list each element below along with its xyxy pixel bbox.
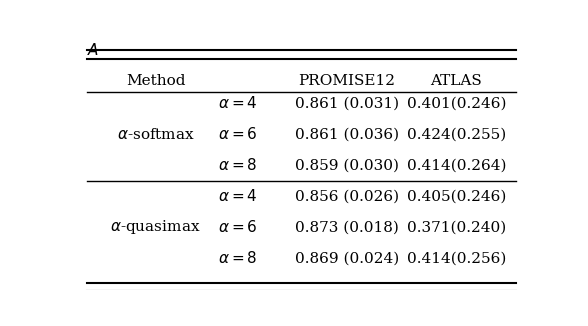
Text: PROMISE12: PROMISE12 <box>299 74 395 88</box>
Text: $\alpha = 4$: $\alpha = 4$ <box>218 95 258 111</box>
Text: $\mathit{A}$: $\mathit{A}$ <box>87 42 99 58</box>
Text: $\alpha$-quasimax: $\alpha$-quasimax <box>110 218 201 236</box>
Text: 0.414(0.256): 0.414(0.256) <box>406 251 506 265</box>
Text: $\alpha$-softmax: $\alpha$-softmax <box>116 127 195 142</box>
Text: ATLAS: ATLAS <box>430 74 482 88</box>
Text: 0.861 (0.031): 0.861 (0.031) <box>295 96 399 111</box>
Text: $\alpha = 6$: $\alpha = 6$ <box>218 126 258 142</box>
Text: 0.371(0.240): 0.371(0.240) <box>407 220 506 234</box>
Text: $\alpha = 8$: $\alpha = 8$ <box>218 250 257 266</box>
Text: 0.856 (0.026): 0.856 (0.026) <box>295 189 399 203</box>
Text: 0.873 (0.018): 0.873 (0.018) <box>295 220 399 234</box>
Text: $\alpha = 4$: $\alpha = 4$ <box>218 188 258 204</box>
Text: 0.424(0.255): 0.424(0.255) <box>407 127 506 141</box>
Text: $\alpha = 6$: $\alpha = 6$ <box>218 219 258 235</box>
Text: Method: Method <box>126 74 185 88</box>
Text: $\alpha = 8$: $\alpha = 8$ <box>218 157 257 173</box>
Text: 0.405(0.246): 0.405(0.246) <box>406 189 506 203</box>
Text: 0.861 (0.036): 0.861 (0.036) <box>295 127 399 141</box>
Text: 0.859 (0.030): 0.859 (0.030) <box>295 158 399 172</box>
Text: 0.401(0.246): 0.401(0.246) <box>406 96 506 111</box>
Text: 0.414(0.264): 0.414(0.264) <box>406 158 506 172</box>
Text: 0.869 (0.024): 0.869 (0.024) <box>295 251 399 265</box>
